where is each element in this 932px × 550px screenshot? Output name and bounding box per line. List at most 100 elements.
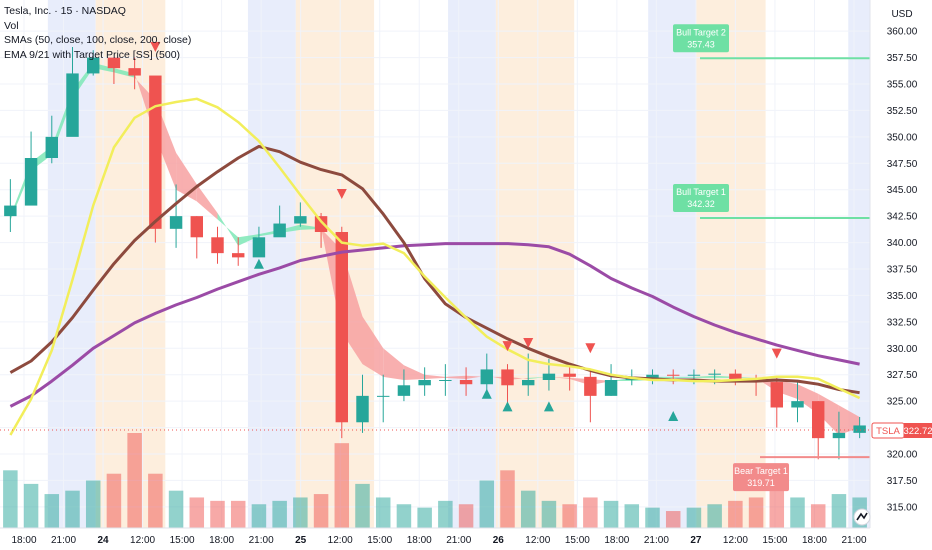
session-band-7 bbox=[696, 0, 766, 528]
legend-sma[interactable]: SMAs (50, close, 100, close, 200, close) bbox=[4, 34, 192, 46]
candle-body-23 bbox=[480, 369, 493, 385]
target-name-2: Bear Target 1 bbox=[734, 466, 788, 476]
target-value-2: 319.71 bbox=[747, 478, 775, 488]
target-box-1 bbox=[673, 184, 729, 213]
buy-signal-0 bbox=[253, 258, 264, 269]
candle-body-7 bbox=[149, 75, 162, 229]
ema-cloud-segment-9 bbox=[196, 184, 218, 220]
y-tick-label: 337.50 bbox=[887, 265, 918, 276]
candle-body-41 bbox=[853, 425, 866, 433]
y-tick-label: 332.50 bbox=[887, 317, 918, 328]
volume-bar-28 bbox=[583, 497, 598, 528]
sma-lines bbox=[9, 97, 861, 436]
session-band-6 bbox=[648, 0, 696, 528]
x-tick-label: 12:00 bbox=[525, 535, 550, 546]
candle-body-20 bbox=[418, 380, 431, 386]
target-name-1: Bull Target 1 bbox=[676, 187, 726, 197]
volume-bar-23 bbox=[479, 480, 495, 528]
volume-bar-30 bbox=[624, 504, 640, 528]
x-tick-label: 18:00 bbox=[209, 535, 234, 546]
target-lines: Bull Target 2 357.43 Bull Target 1 342.32 Be… bbox=[673, 24, 870, 492]
candle-body-33 bbox=[687, 374, 701, 376]
target-name-0: Bull Target 2 bbox=[676, 27, 726, 37]
candle-body-40 bbox=[832, 432, 846, 439]
buy-signal-3 bbox=[543, 401, 554, 412]
candle-body-28 bbox=[584, 376, 597, 396]
volume-bar-3 bbox=[65, 490, 80, 528]
legend-vol[interactable]: Vol bbox=[4, 19, 19, 32]
legend-ema[interactable]: EMA 9/21 with Target Price [SS] (500) bbox=[4, 48, 181, 61]
y-tick-label: 335.00 bbox=[887, 291, 918, 302]
volume-bar-18 bbox=[375, 497, 391, 528]
ema-cloud-segment-19 bbox=[403, 365, 425, 380]
ema-cloud-segment-32 bbox=[673, 376, 694, 378]
legend-title[interactable]: Tesla, Inc. · 15 · NASDAQ bbox=[4, 5, 126, 17]
sell-signal-3 bbox=[523, 338, 534, 348]
volume-bar-14 bbox=[293, 497, 308, 528]
chart-legend: Tesla, Inc. · 15 · NASDAQ Vol SMAs (50, … bbox=[4, 4, 191, 62]
sell-signal-1 bbox=[336, 188, 347, 199]
volume-bar-39 bbox=[810, 504, 826, 528]
y-tick-label: 352.50 bbox=[887, 106, 918, 117]
volume-bar-15 bbox=[313, 494, 329, 528]
last-price-label: 322.72 bbox=[903, 426, 932, 437]
x-tick-label: 15:00 bbox=[170, 535, 195, 546]
x-tick-label: 12:00 bbox=[723, 535, 748, 546]
volume-bar-17 bbox=[355, 483, 370, 528]
volume-bar-38 bbox=[790, 497, 805, 528]
sell-signal-5 bbox=[771, 348, 782, 359]
y-tick-label: 360.00 bbox=[887, 27, 918, 38]
volume-bar-1 bbox=[23, 483, 39, 528]
y-tick-label: 315.00 bbox=[887, 502, 918, 513]
y-tick-label: 355.00 bbox=[887, 80, 918, 91]
volume-bar-29 bbox=[603, 500, 619, 528]
candle-body-9 bbox=[190, 216, 203, 238]
volume-bar-33 bbox=[686, 507, 702, 528]
time-axis-ticks: 18:00 21:00 24 12:00 15:00 18:00 21:00 25 12:00 1… bbox=[11, 535, 866, 546]
y-tick-label: 345.00 bbox=[887, 185, 918, 196]
x-tick-label: 15:00 bbox=[367, 535, 392, 546]
volume-bar-13 bbox=[272, 500, 287, 528]
signal-markers bbox=[150, 42, 782, 421]
ema-cloud-segment-33 bbox=[693, 375, 715, 378]
ema-cloud-segment-10 bbox=[217, 212, 239, 246]
volume-bar-0 bbox=[3, 470, 18, 528]
y-tick-label: 350.00 bbox=[887, 132, 918, 143]
volume-bar-27 bbox=[562, 504, 577, 528]
y-tick-label: 357.50 bbox=[887, 53, 918, 64]
x-tick-label: 15:00 bbox=[565, 535, 590, 546]
candle-body-21 bbox=[439, 380, 452, 381]
ema-cloud-segment-20 bbox=[424, 374, 446, 379]
candle-body-24 bbox=[501, 369, 514, 386]
candle-body-10 bbox=[211, 237, 224, 254]
x-tick-label: 18:00 bbox=[407, 535, 432, 546]
volume-bar-16 bbox=[334, 443, 350, 528]
time-axis[interactable] bbox=[0, 528, 932, 550]
volume-bar-7 bbox=[148, 473, 163, 528]
volume-bar-11 bbox=[230, 500, 246, 528]
candle-body-16 bbox=[335, 232, 348, 423]
session-band-4 bbox=[448, 0, 496, 528]
volume-bar-10 bbox=[210, 500, 225, 528]
candle-body-32 bbox=[667, 374, 680, 376]
buy-signal-2 bbox=[502, 401, 513, 412]
volume-bar-5 bbox=[106, 473, 122, 528]
volume-bar-31 bbox=[645, 507, 660, 528]
candle-body-12 bbox=[252, 237, 266, 258]
candle-body-22 bbox=[459, 380, 473, 385]
price-axis[interactable] bbox=[870, 0, 932, 550]
volume-bar-19 bbox=[396, 504, 412, 528]
ema-cloud-segment-22 bbox=[466, 375, 487, 379]
candle-body-35 bbox=[729, 373, 742, 379]
volume-bar-24 bbox=[500, 470, 515, 528]
x-tick-label: 27 bbox=[690, 535, 702, 546]
candle-body-3 bbox=[66, 73, 79, 137]
ema-cloud-segment-17 bbox=[362, 316, 384, 377]
candle-body-4 bbox=[87, 57, 100, 74]
candle-body-27 bbox=[563, 373, 576, 377]
volume-bar-2 bbox=[44, 494, 60, 528]
currency-label: USD bbox=[891, 9, 912, 20]
x-tick-label: 25 bbox=[295, 535, 307, 546]
candle-body-6 bbox=[128, 68, 141, 76]
